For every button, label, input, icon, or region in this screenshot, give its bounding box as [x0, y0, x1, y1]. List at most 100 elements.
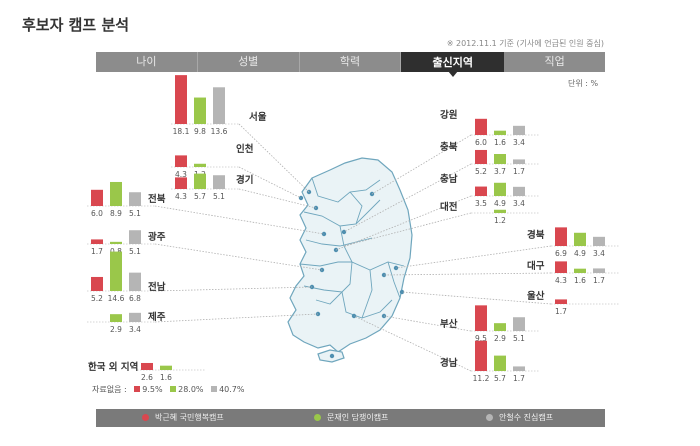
- region-label: 대전: [440, 201, 457, 213]
- leader-line: [371, 134, 472, 195]
- province-borders: [299, 177, 405, 319]
- region-label: 제주: [148, 311, 166, 323]
- share-value-park: 9.5%: [142, 385, 163, 394]
- leader-line: [383, 315, 472, 332]
- region-label: 경북: [527, 229, 545, 241]
- leader-line: [335, 195, 472, 251]
- data-label: 8.9: [110, 209, 122, 218]
- tab-gender[interactable]: 성별: [198, 52, 300, 72]
- data-label: 1.7: [593, 276, 605, 285]
- tab-origin-region[interactable]: 출신지역: [401, 52, 505, 77]
- data-label: 2.6: [141, 373, 153, 382]
- region-group-12: 6.9 4.9 3.4 경북: [527, 227, 619, 258]
- region-group-15: 9.5 2.9 5.1 부산: [440, 305, 539, 343]
- region-group-8: 6.0 1.6 3.4 강원: [440, 109, 539, 147]
- bar-ahn: [513, 366, 525, 371]
- tab-age[interactable]: 나이: [96, 52, 198, 72]
- data-label: 6.0: [91, 209, 103, 218]
- data-label: 5.1: [129, 247, 141, 256]
- leader-line: [154, 313, 319, 323]
- data-label: 1.7: [513, 167, 525, 176]
- leader-line: [238, 188, 317, 209]
- data-label: 9.5: [475, 334, 487, 343]
- data-label: 3.5: [475, 199, 487, 208]
- leader-line: [238, 123, 310, 193]
- region-group-3: 6.0 8.9 5.1 전북: [87, 181, 166, 218]
- region-label: 한국 외 지역: [88, 361, 138, 373]
- bar-ahn: [513, 186, 525, 196]
- region-label: 강원: [440, 109, 457, 121]
- bar-moon: [494, 209, 506, 213]
- bar-moon: [194, 163, 206, 167]
- region-label: 인천: [236, 144, 253, 155]
- bar-park: [475, 118, 487, 135]
- data-label: 6.8: [129, 294, 141, 303]
- data-label: 14.6: [108, 294, 125, 303]
- bar-moon: [574, 268, 586, 273]
- data-label: 2.9: [110, 325, 122, 334]
- bar-moon: [110, 241, 122, 244]
- bar-park: [141, 362, 153, 370]
- data-label: 4.3: [175, 192, 187, 201]
- data-label: 5.7: [494, 374, 506, 383]
- data-label: 1.7: [91, 247, 103, 256]
- bar-park: [555, 261, 567, 273]
- leader-line: [154, 243, 323, 271]
- legend-dot-moon: [314, 414, 321, 421]
- data-label: 3.4: [593, 249, 605, 258]
- region-label: 경남: [440, 357, 458, 369]
- data-label: 3.4: [513, 199, 525, 208]
- leader-line: [343, 212, 472, 247]
- bar-ahn: [129, 312, 141, 322]
- region-label: 전남: [148, 281, 166, 293]
- data-label: 1.6: [160, 373, 172, 382]
- share-swatch-park: [134, 386, 141, 392]
- bar-park: [475, 305, 487, 331]
- bar-park: [91, 239, 103, 244]
- region-label: 대구: [527, 260, 545, 272]
- bar-moon: [494, 323, 506, 331]
- bar-ahn: [129, 192, 141, 206]
- leader-line: [238, 166, 302, 199]
- region-group-10: 3.5 4.9 3.4 충남: [440, 173, 539, 208]
- bar-park: [175, 177, 187, 189]
- data-label: 11.2: [473, 374, 490, 383]
- data-label: 1.6: [494, 138, 506, 147]
- tab-occupation[interactable]: 직업: [544, 55, 565, 68]
- bar-moon: [494, 130, 506, 135]
- data-label: 2.9: [494, 334, 506, 343]
- category-tabs: 나이 성별 학력 출신지역 직업: [96, 52, 605, 77]
- share-swatch-ahn: [211, 386, 218, 392]
- legend-dot-ahn: [486, 414, 493, 421]
- share-value-ahn: 40.7%: [219, 385, 245, 394]
- bar-park: [91, 276, 103, 291]
- region-group-1: 4.31.2인천: [171, 144, 253, 179]
- data-label: 3.4: [513, 138, 525, 147]
- bar-moon: [110, 251, 122, 291]
- data-label: 13.6: [211, 127, 228, 136]
- data-label: 18.1: [173, 127, 190, 136]
- bar-ahn: [513, 159, 525, 164]
- data-label: 1.7: [555, 307, 567, 316]
- region-group-16: 11.2 5.7 1.7 경남: [440, 340, 539, 383]
- data-label: 1.6: [574, 276, 586, 285]
- no-data-share: 자료없음 : 9.5% 28.0% 40.7%: [92, 384, 245, 395]
- bar-ahn: [213, 87, 225, 124]
- region-label: 전북: [148, 193, 166, 205]
- data-label: 3.7: [494, 167, 506, 176]
- tab-education[interactable]: 학력: [300, 52, 402, 72]
- region-group-6: 2.9 3.4 제주: [87, 311, 166, 334]
- data-label: 5.2: [91, 294, 103, 303]
- data-label: 4.3: [175, 170, 187, 179]
- legend-item-park: 박근혜 국민행복캠프: [142, 409, 224, 427]
- region-group-4: 1.7 0.8 5.1 광주: [87, 230, 166, 256]
- leader-lines: [154, 123, 552, 372]
- data-label: 0.8: [110, 247, 122, 256]
- legend-dot-park: [142, 414, 149, 421]
- bar-park: [175, 75, 187, 124]
- bar-park: [555, 299, 567, 304]
- region-group-2: 4.3 5.7 5.1 경기: [171, 173, 253, 201]
- legend-label-park: 박근혜 국민행복캠프: [155, 413, 224, 422]
- leader-line: [401, 291, 552, 305]
